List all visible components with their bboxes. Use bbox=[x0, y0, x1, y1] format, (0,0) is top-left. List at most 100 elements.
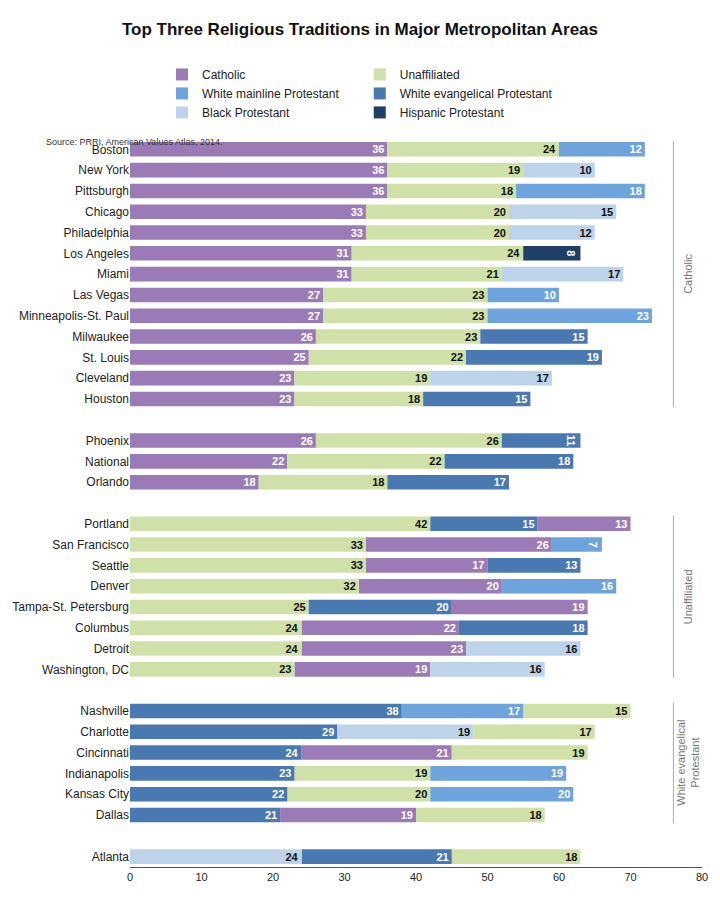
svg-text:18: 18 bbox=[572, 622, 584, 634]
svg-text:Dallas: Dallas bbox=[96, 808, 129, 822]
svg-text:Boston: Boston bbox=[92, 143, 129, 157]
svg-text:40: 40 bbox=[410, 871, 422, 883]
svg-text:San Francisco: San Francisco bbox=[52, 538, 129, 552]
svg-text:Atlanta: Atlanta bbox=[92, 850, 130, 864]
svg-text:18: 18 bbox=[630, 185, 642, 197]
svg-text:19: 19 bbox=[401, 809, 413, 821]
svg-text:Miami: Miami bbox=[97, 267, 129, 281]
svg-text:Cleveland: Cleveland bbox=[76, 371, 129, 385]
svg-text:18: 18 bbox=[243, 476, 255, 488]
svg-text:Top Three Religious Traditions: Top Three Religious Traditions in Major … bbox=[122, 20, 598, 39]
svg-text:Hispanic Protestant: Hispanic Protestant bbox=[400, 106, 505, 120]
svg-text:24: 24 bbox=[285, 851, 298, 863]
svg-text:Minneapolis-St. Paul: Minneapolis-St. Paul bbox=[19, 309, 129, 323]
svg-text:7: 7 bbox=[587, 542, 599, 548]
svg-text:18: 18 bbox=[558, 455, 570, 467]
svg-text:18: 18 bbox=[408, 393, 420, 405]
svg-text:15: 15 bbox=[522, 518, 534, 530]
svg-text:18: 18 bbox=[529, 809, 541, 821]
svg-text:31: 31 bbox=[336, 247, 348, 259]
svg-text:Chicago: Chicago bbox=[85, 205, 129, 219]
svg-text:Unaffiliated: Unaffiliated bbox=[400, 68, 460, 82]
svg-text:17: 17 bbox=[580, 726, 592, 738]
svg-text:Phoenix: Phoenix bbox=[86, 434, 129, 448]
svg-text:20: 20 bbox=[558, 788, 570, 800]
svg-text:15: 15 bbox=[515, 393, 527, 405]
svg-text:Denver: Denver bbox=[90, 579, 129, 593]
svg-text:17: 17 bbox=[508, 705, 520, 717]
svg-text:23: 23 bbox=[472, 289, 484, 301]
svg-text:24: 24 bbox=[543, 143, 556, 155]
svg-text:36: 36 bbox=[372, 143, 384, 155]
svg-text:32: 32 bbox=[344, 580, 356, 592]
svg-text:19: 19 bbox=[551, 767, 563, 779]
svg-text:22: 22 bbox=[451, 351, 463, 363]
svg-text:20: 20 bbox=[415, 788, 427, 800]
svg-text:Cincinnati: Cincinnati bbox=[76, 746, 129, 760]
svg-text:0: 0 bbox=[127, 871, 133, 883]
svg-text:Los Angeles: Los Angeles bbox=[64, 247, 129, 261]
svg-text:24: 24 bbox=[285, 622, 298, 634]
svg-text:33: 33 bbox=[351, 227, 363, 239]
svg-text:31: 31 bbox=[336, 268, 348, 280]
svg-text:Portland: Portland bbox=[84, 517, 129, 531]
svg-text:25: 25 bbox=[294, 601, 306, 613]
svg-text:24: 24 bbox=[285, 747, 298, 759]
svg-text:27: 27 bbox=[308, 289, 320, 301]
svg-text:Kansas City: Kansas City bbox=[65, 787, 129, 801]
svg-text:20: 20 bbox=[494, 206, 506, 218]
svg-text:8: 8 bbox=[565, 250, 577, 256]
svg-text:22: 22 bbox=[272, 455, 284, 467]
svg-text:White evangelicalProtestant: White evangelicalProtestant bbox=[675, 719, 701, 805]
svg-text:13: 13 bbox=[615, 518, 627, 530]
svg-text:15: 15 bbox=[615, 705, 627, 717]
svg-text:36: 36 bbox=[372, 185, 384, 197]
svg-text:23: 23 bbox=[279, 372, 291, 384]
svg-text:19: 19 bbox=[508, 164, 520, 176]
svg-text:16: 16 bbox=[601, 580, 613, 592]
svg-text:National: National bbox=[85, 455, 129, 469]
svg-text:20: 20 bbox=[437, 601, 449, 613]
svg-text:18: 18 bbox=[501, 185, 513, 197]
svg-text:22: 22 bbox=[272, 788, 284, 800]
svg-text:Nashville: Nashville bbox=[80, 704, 129, 718]
svg-text:29: 29 bbox=[322, 726, 334, 738]
svg-text:Source: PRRI, American Values: Source: PRRI, American Values Atlas, 201… bbox=[46, 137, 222, 147]
svg-text:St. Louis: St. Louis bbox=[82, 351, 129, 365]
svg-text:26: 26 bbox=[301, 435, 313, 447]
svg-text:23: 23 bbox=[637, 310, 649, 322]
svg-text:19: 19 bbox=[587, 351, 599, 363]
svg-text:White mainline Protestant: White mainline Protestant bbox=[202, 87, 339, 101]
svg-text:13: 13 bbox=[565, 559, 577, 571]
svg-text:30: 30 bbox=[338, 871, 350, 883]
svg-text:Pittsburgh: Pittsburgh bbox=[75, 184, 129, 198]
svg-text:Detroit: Detroit bbox=[94, 642, 130, 656]
svg-text:70: 70 bbox=[624, 871, 636, 883]
svg-text:Philadelphia: Philadelphia bbox=[64, 226, 130, 240]
svg-text:26: 26 bbox=[487, 435, 499, 447]
svg-text:10: 10 bbox=[544, 289, 556, 301]
svg-text:17: 17 bbox=[608, 268, 620, 280]
svg-text:19: 19 bbox=[458, 726, 470, 738]
svg-text:17: 17 bbox=[537, 372, 549, 384]
svg-text:24: 24 bbox=[285, 643, 298, 655]
svg-text:Washington, DC: Washington, DC bbox=[42, 663, 129, 677]
svg-text:20: 20 bbox=[494, 227, 506, 239]
svg-text:Seattle: Seattle bbox=[92, 559, 130, 573]
svg-text:17: 17 bbox=[494, 476, 506, 488]
svg-text:27: 27 bbox=[308, 310, 320, 322]
svg-text:21: 21 bbox=[265, 809, 277, 821]
svg-text:Tampa-St. Petersburg: Tampa-St. Petersburg bbox=[12, 600, 129, 614]
svg-text:Catholic: Catholic bbox=[682, 254, 694, 294]
svg-text:New York: New York bbox=[78, 163, 130, 177]
svg-text:17: 17 bbox=[472, 559, 484, 571]
svg-text:20: 20 bbox=[267, 871, 279, 883]
svg-text:Unaffiliated: Unaffiliated bbox=[682, 569, 694, 624]
svg-text:Las Vegas: Las Vegas bbox=[73, 288, 129, 302]
svg-text:26: 26 bbox=[537, 539, 549, 551]
svg-text:24: 24 bbox=[507, 247, 520, 259]
svg-text:21: 21 bbox=[487, 268, 499, 280]
svg-text:25: 25 bbox=[294, 351, 306, 363]
svg-text:10: 10 bbox=[195, 871, 207, 883]
svg-text:42: 42 bbox=[415, 518, 427, 530]
